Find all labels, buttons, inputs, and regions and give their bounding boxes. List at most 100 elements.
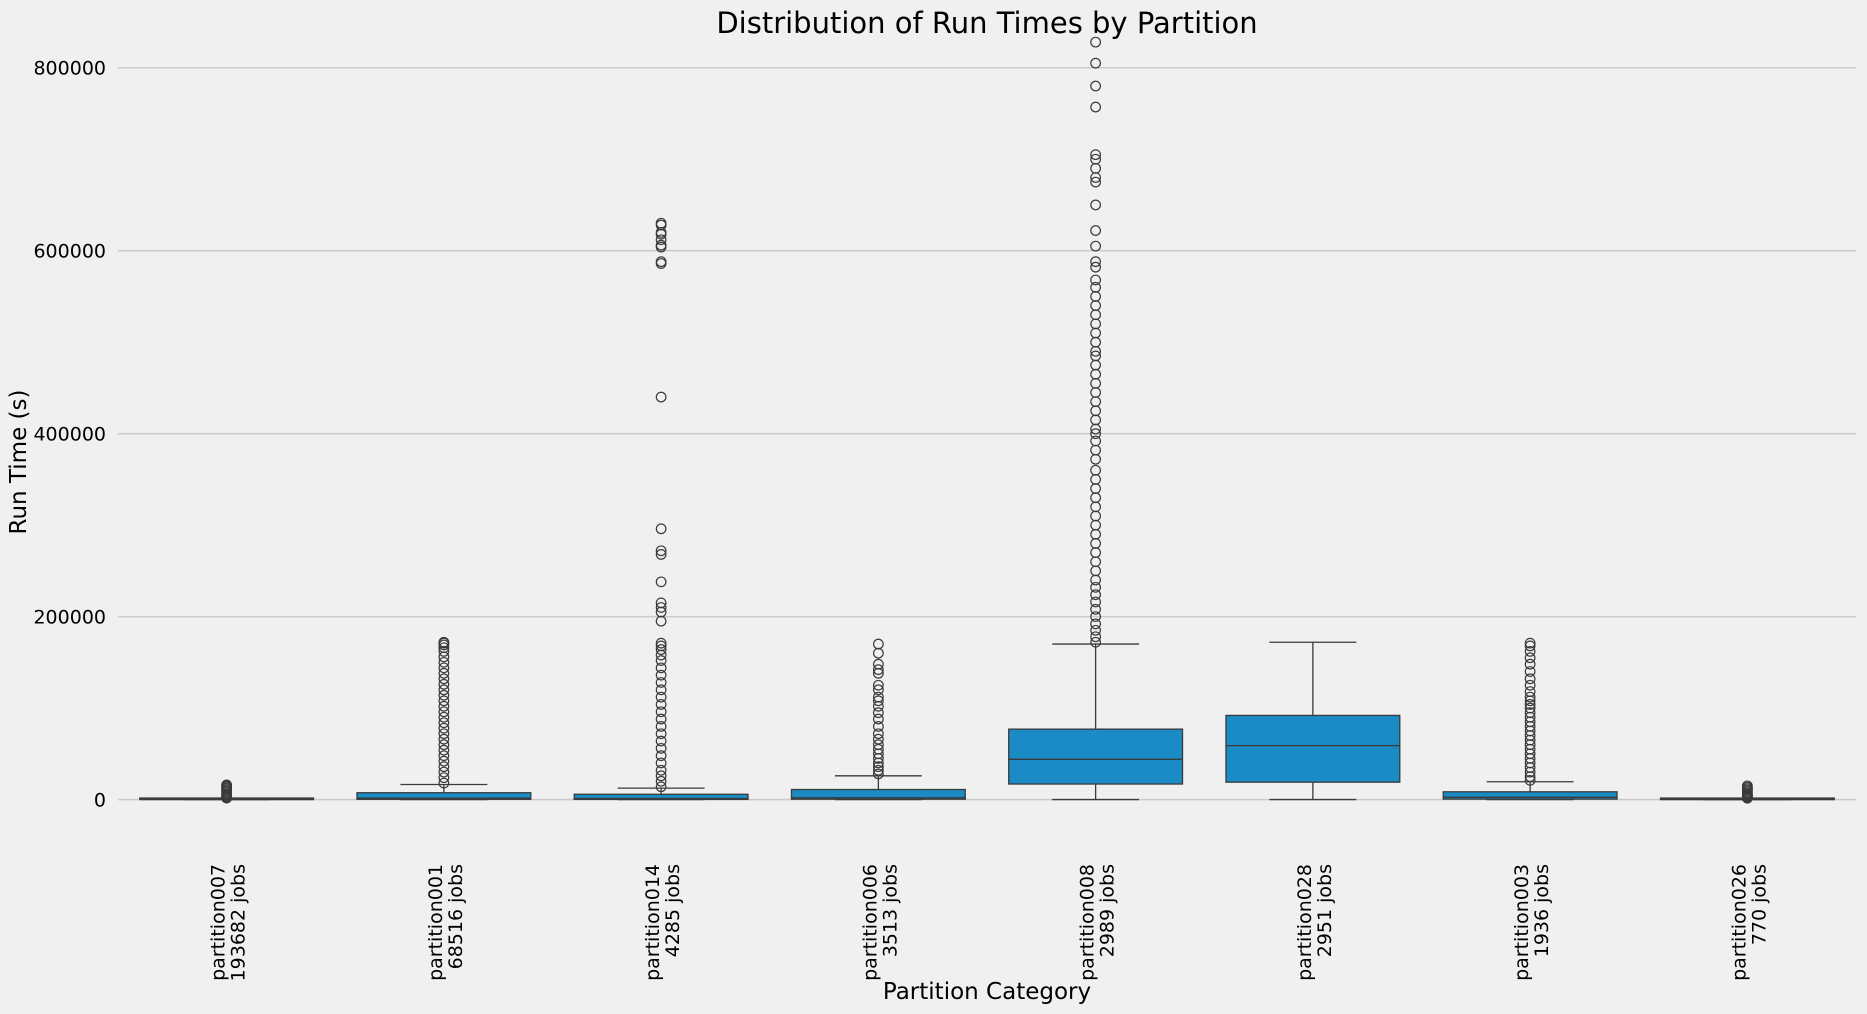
outlier-point	[438, 728, 450, 740]
outlier-point	[655, 640, 667, 652]
outlier-point	[438, 636, 450, 648]
outlier-point	[1090, 624, 1102, 636]
outlier-point	[438, 673, 450, 685]
outlier-point	[1090, 618, 1102, 630]
outlier-point	[655, 742, 667, 754]
x-tick-label: partition0144285 jobs	[642, 864, 684, 981]
outlier-point	[655, 677, 667, 688]
outlier-point	[655, 655, 667, 666]
outlier-point	[438, 656, 450, 668]
x-tick-job-count: 1936 jobs	[1531, 864, 1553, 957]
iqr-box	[1225, 714, 1401, 783]
iqr-box	[790, 788, 966, 800]
y-axis-label: Run Time (s)	[6, 390, 32, 535]
box-partition003	[1442, 637, 1618, 801]
x-tick-job-count: 4285 jobs	[662, 864, 684, 957]
outlier-point	[1090, 581, 1102, 593]
outlier-point	[1524, 679, 1536, 691]
outlier-point	[655, 637, 667, 649]
outlier-point	[1090, 261, 1102, 273]
y-tick-labels: 0 200000 400000 600000 800000	[33, 58, 106, 812]
x-tick-partition-name: partition006	[859, 864, 881, 981]
x-tick-label: partition0282951 jobs	[1294, 864, 1336, 981]
outlier-point	[872, 679, 884, 691]
outlier-point	[1090, 149, 1102, 161]
outlier-point	[872, 684, 884, 696]
iqr-box	[1008, 728, 1184, 785]
outlier-point	[438, 777, 450, 789]
outlier-point	[655, 234, 667, 246]
outlier-point	[872, 658, 884, 670]
iqr-box	[573, 793, 749, 801]
outlier-point	[655, 576, 667, 588]
x-tick-job-count: 68516 jobs	[445, 864, 467, 969]
x-tick-partition-name: partition001	[425, 864, 447, 981]
outlier-point	[872, 728, 884, 740]
x-tick-label: partition00168516 jobs	[425, 864, 467, 981]
iqr-box	[356, 792, 532, 800]
outlier-point	[438, 642, 450, 654]
outlier-point	[1090, 603, 1102, 615]
x-tick-partition-name: partition007	[208, 864, 230, 981]
y-tick-label: 800000	[33, 58, 106, 80]
outlier-point	[1090, 225, 1102, 236]
outlier-point	[872, 638, 884, 650]
outlier-point	[1524, 686, 1536, 698]
outlier-point	[872, 739, 884, 751]
outlier-point	[655, 523, 667, 535]
x-tick-partition-name: partition003	[1511, 864, 1533, 981]
x-tick-label: partition0082989 jobs	[1077, 864, 1119, 981]
outlier-point	[1090, 428, 1102, 440]
outlier-point	[872, 691, 884, 703]
box-partition014	[573, 217, 749, 801]
outlier-point	[1524, 699, 1536, 710]
x-tick-label: partition007193682 jobs	[208, 864, 250, 981]
outlier-point	[655, 644, 667, 655]
outlier-point	[1524, 774, 1536, 786]
x-tick-partition-name: partition026	[1728, 864, 1750, 981]
outlier-point	[1090, 256, 1102, 268]
x-tick-partition-name: partition014	[642, 864, 664, 981]
outlier-point	[872, 713, 884, 725]
outlier-point	[221, 779, 233, 791]
outlier-point	[438, 695, 450, 707]
chart-title: Distribution of Run Times by Partition	[716, 6, 1257, 40]
outlier-point	[1524, 691, 1536, 703]
outlier-point	[655, 781, 667, 793]
outlier-point	[872, 764, 884, 776]
outlier-point	[1741, 780, 1753, 792]
outlier-point	[438, 761, 450, 773]
outlier-point	[872, 733, 884, 745]
x-tick-label: partition0031936 jobs	[1511, 864, 1553, 981]
outlier-point	[1090, 101, 1102, 113]
outlier-point	[438, 678, 450, 690]
outlier-point	[1524, 666, 1536, 677]
outlier-point	[655, 750, 667, 762]
box-partition008	[1008, 36, 1184, 801]
box-partition001	[356, 636, 532, 801]
outlier-point	[655, 757, 667, 769]
outlier-point	[655, 239, 667, 251]
outlier-point	[1524, 658, 1536, 670]
outlier-point	[655, 699, 667, 710]
iqr-box	[1442, 791, 1618, 800]
y-tick-label: 400000	[33, 424, 106, 446]
outlier-point	[1524, 707, 1536, 719]
outlier-point	[1524, 640, 1536, 652]
outlier-point	[872, 707, 884, 719]
box-partition007	[139, 779, 315, 804]
outlier-point	[872, 720, 884, 732]
outlier-point	[438, 700, 450, 712]
x-tick-label: partition026770 jobs	[1728, 864, 1770, 981]
x-tick-partition-name: partition028	[1294, 864, 1316, 981]
outlier-point	[438, 706, 450, 718]
outlier-point	[872, 768, 884, 780]
boxes-group	[139, 36, 1835, 804]
outlier-point	[872, 664, 884, 676]
x-tick-label: partition0063513 jobs	[859, 864, 901, 981]
outlier-point	[1090, 596, 1102, 608]
outlier-point	[1090, 199, 1102, 211]
outlier-point	[438, 689, 450, 701]
x-tick-job-count: 2951 jobs	[1314, 864, 1336, 957]
y-tick-label: 600000	[33, 241, 106, 263]
